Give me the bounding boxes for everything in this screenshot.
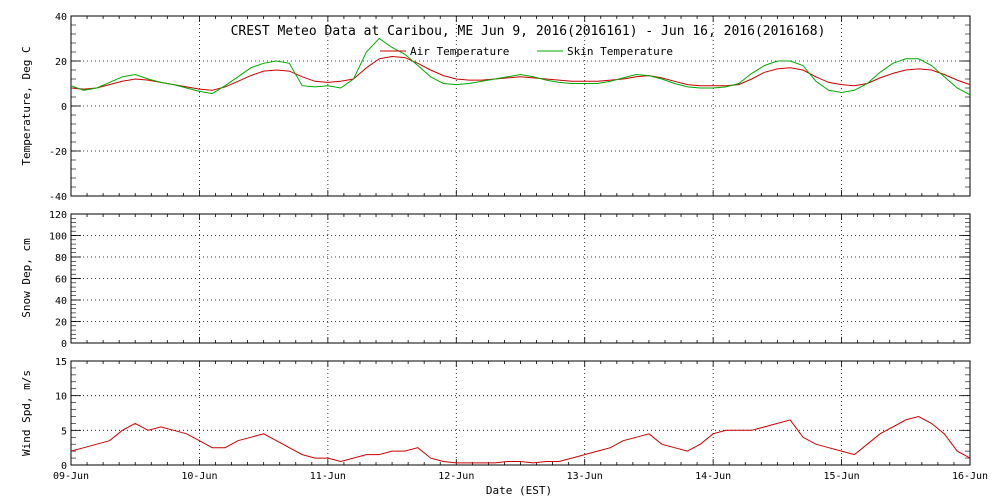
series-line-wind-speed [70, 415, 971, 464]
wind-ytick-label: 0 [61, 461, 67, 472]
x-tick-label: 12-Jun [438, 471, 474, 482]
snow-ytick-label: 40 [55, 296, 67, 307]
x-tick-label: 10-Jun [181, 471, 217, 482]
x-tick-label: 11-Jun [310, 471, 346, 482]
temperature-ylabel: Temperature, Deg C [20, 46, 33, 165]
temperature-ytick-label: 40 [55, 12, 67, 23]
series-line-skin-temperature [70, 37, 971, 96]
panel-snow-depth: 0 20 40 60 80 100 120 Snow Dep, cm [20, 210, 971, 350]
temperature-ytick-label: -40 [49, 192, 67, 203]
temperature-ytick-label: -20 [49, 147, 67, 158]
wind-ylabel: Wind Spd, m/s [20, 370, 33, 456]
snow-ytick-label: 60 [55, 275, 67, 286]
x-tick-label: 09-Jun [53, 471, 89, 482]
series-line-air-temperature [70, 55, 971, 91]
panel-wind-speed: 0 5 10 15 Wind Spd, m/s [20, 357, 971, 472]
x-tick-label: 16-Jun [952, 471, 988, 482]
temperature-ticks: -40 -20 0 20 40 [49, 12, 971, 203]
wind-ytick-label: 5 [61, 426, 67, 437]
snow-ytick-label: 120 [49, 210, 67, 221]
x-axis-label: Date (EST) [486, 484, 552, 497]
snow-ytick-label: 20 [55, 318, 67, 329]
legend-skin: Skin Temperature [567, 45, 673, 58]
x-tick-label: 14-Jun [695, 471, 731, 482]
wind-grid [71, 361, 970, 465]
legend: Air Temperature Skin Temperature [380, 45, 673, 58]
snow-grid [71, 214, 970, 343]
x-tick-label: 15-Jun [824, 471, 860, 482]
wind-ytick-label: 10 [55, 392, 67, 403]
panel-temperature: -40 -20 0 20 40 Temperature, Deg C [20, 12, 971, 203]
wind-ytick-label: 15 [55, 357, 67, 368]
temperature-ytick-label: 20 [55, 57, 67, 68]
temperature-grid [71, 16, 970, 196]
x-tick-labels: 09-Jun 10-Jun 11-Jun 12-Jun 13-Jun 14-Jun 15-J… [53, 471, 988, 482]
chart-title: CREST Meteo Data at Caribou, ME Jun 9, 2… [231, 24, 826, 39]
wind-series [70, 415, 971, 464]
snow-ytick-label: 100 [49, 232, 67, 243]
snow-ytick-label: 80 [55, 253, 67, 264]
legend-air: Air Temperature [410, 45, 509, 58]
wind-ticks: 0 5 10 15 [55, 357, 971, 472]
temperature-ytick-label: 0 [61, 102, 67, 113]
snow-ticks: 0 20 40 60 80 100 120 [49, 210, 971, 350]
temperature-series [70, 37, 971, 96]
snow-ytick-label: 0 [61, 339, 67, 350]
snow-ylabel: Snow Dep, cm [20, 238, 33, 318]
x-tick-label: 13-Jun [567, 471, 603, 482]
